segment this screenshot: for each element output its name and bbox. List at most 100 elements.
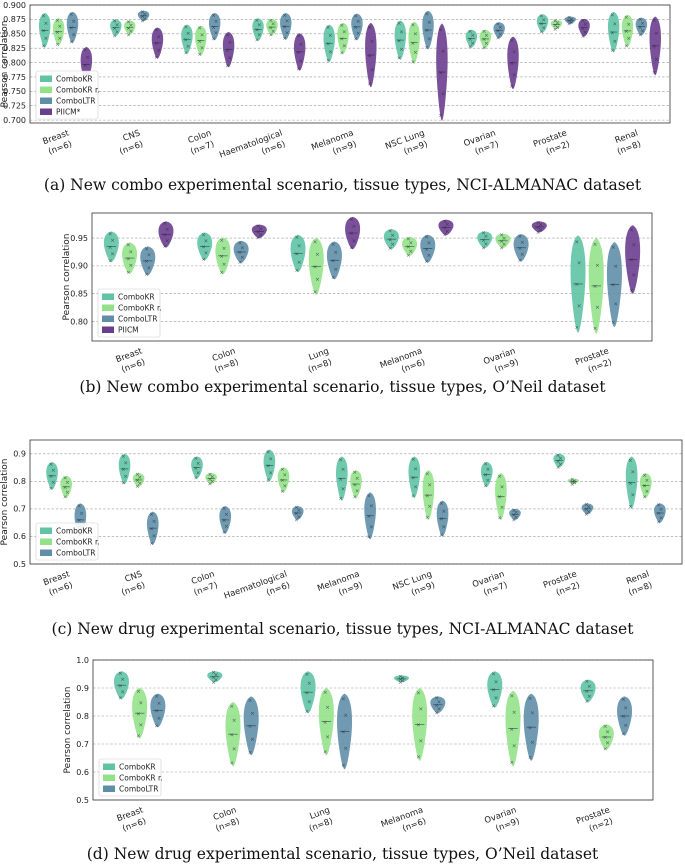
data-point: × [629, 258, 634, 264]
data-point: × [470, 33, 475, 39]
data-point: × [154, 41, 159, 47]
data-point: × [299, 42, 304, 48]
data-point: × [197, 39, 202, 45]
data-point: × [69, 12, 74, 18]
data-point: × [325, 735, 330, 741]
data-point: × [406, 236, 411, 242]
data-point: × [248, 750, 253, 756]
data-point: × [603, 724, 608, 730]
data-point: × [305, 709, 310, 715]
data-point: × [328, 50, 333, 56]
data-point: × [411, 494, 416, 500]
data-point: × [553, 27, 558, 33]
data-point: × [248, 724, 253, 730]
data-point: × [411, 457, 416, 463]
data-point: × [595, 263, 600, 269]
data-point: × [126, 270, 131, 276]
data-point: × [483, 484, 488, 490]
data-point: × [248, 698, 253, 704]
y-axis-label: Pearson correlation [63, 687, 73, 774]
data-point: × [325, 705, 330, 711]
data-point: × [496, 21, 501, 27]
data-point: × [240, 245, 245, 251]
data-point: × [255, 18, 260, 24]
data-point: × [41, 44, 46, 50]
data-point: × [370, 39, 375, 45]
data-point: × [399, 30, 404, 36]
data-point: × [144, 259, 149, 265]
data-point: × [193, 475, 198, 481]
y-tick-label: 0.7 [13, 505, 26, 514]
data-point: × [388, 246, 393, 252]
data-point: × [656, 520, 661, 526]
data-point: × [481, 238, 486, 244]
data-point: × [352, 224, 357, 230]
data-point: × [427, 37, 432, 43]
data-point: × [280, 467, 285, 473]
data-point: × [305, 672, 310, 678]
data-point: × [349, 231, 354, 237]
data-point: × [266, 478, 271, 484]
data-point: × [424, 235, 429, 241]
data-point: × [445, 229, 450, 235]
data-point: × [585, 679, 590, 685]
data-point: × [611, 320, 616, 326]
data-point: × [271, 29, 276, 35]
data-point: × [255, 28, 260, 34]
data-point: × [369, 504, 374, 510]
data-point: × [502, 236, 507, 242]
data-point: × [341, 486, 346, 492]
data-point: × [406, 245, 411, 251]
legend-box [35, 70, 99, 120]
y-tick-label: 0.825 [3, 44, 26, 53]
data-point: × [610, 13, 615, 19]
data-point: × [110, 252, 115, 258]
data-point: × [149, 512, 154, 518]
data-point: × [468, 37, 473, 43]
data-point: × [297, 260, 302, 266]
data-point: × [623, 723, 628, 729]
y-tick-label: 1.0 [76, 656, 89, 665]
data-point: × [121, 467, 126, 473]
data-point: × [441, 92, 446, 98]
data-point: × [538, 223, 543, 229]
data-point: × [486, 467, 491, 473]
caption-b: (b) New combo experimental scenario, tis… [79, 378, 606, 396]
data-point: × [333, 267, 338, 273]
data-point: × [484, 234, 489, 240]
axes-frame [91, 212, 653, 342]
y-tick-label: 0.5 [76, 796, 89, 805]
data-point: × [211, 13, 216, 19]
data-point: × [135, 484, 140, 490]
data-point: × [282, 484, 287, 490]
caption-c: (c) New drug experimental scenario, tiss… [51, 620, 634, 638]
data-point: × [624, 15, 629, 21]
legend-swatch [103, 763, 115, 770]
legend-box [97, 288, 161, 338]
data-point: × [528, 696, 533, 702]
data-point: × [631, 469, 636, 475]
data-point: × [211, 37, 216, 43]
data-point: × [232, 747, 237, 753]
legend-label: ComboKR r. [56, 538, 100, 547]
data-point: × [390, 242, 395, 248]
y-tick-label: 0.6 [13, 532, 26, 541]
data-point: × [41, 29, 46, 35]
x-tick-n-label: (n=6) [118, 139, 145, 157]
data-point: × [211, 675, 216, 681]
data-point: × [494, 696, 499, 702]
data-point: × [575, 282, 580, 288]
data-point: × [437, 699, 442, 705]
data-point: × [165, 227, 170, 233]
data-point: × [413, 50, 418, 56]
data-point: × [499, 239, 504, 245]
data-point: × [583, 30, 588, 36]
data-point: × [528, 725, 533, 731]
axes-frame [29, 439, 683, 565]
y-tick-label: 0.9 [13, 450, 26, 459]
data-point: × [222, 530, 227, 536]
data-point: × [498, 32, 503, 38]
data-point: × [491, 672, 496, 678]
data-point: × [115, 30, 120, 36]
data-point: × [613, 264, 618, 270]
